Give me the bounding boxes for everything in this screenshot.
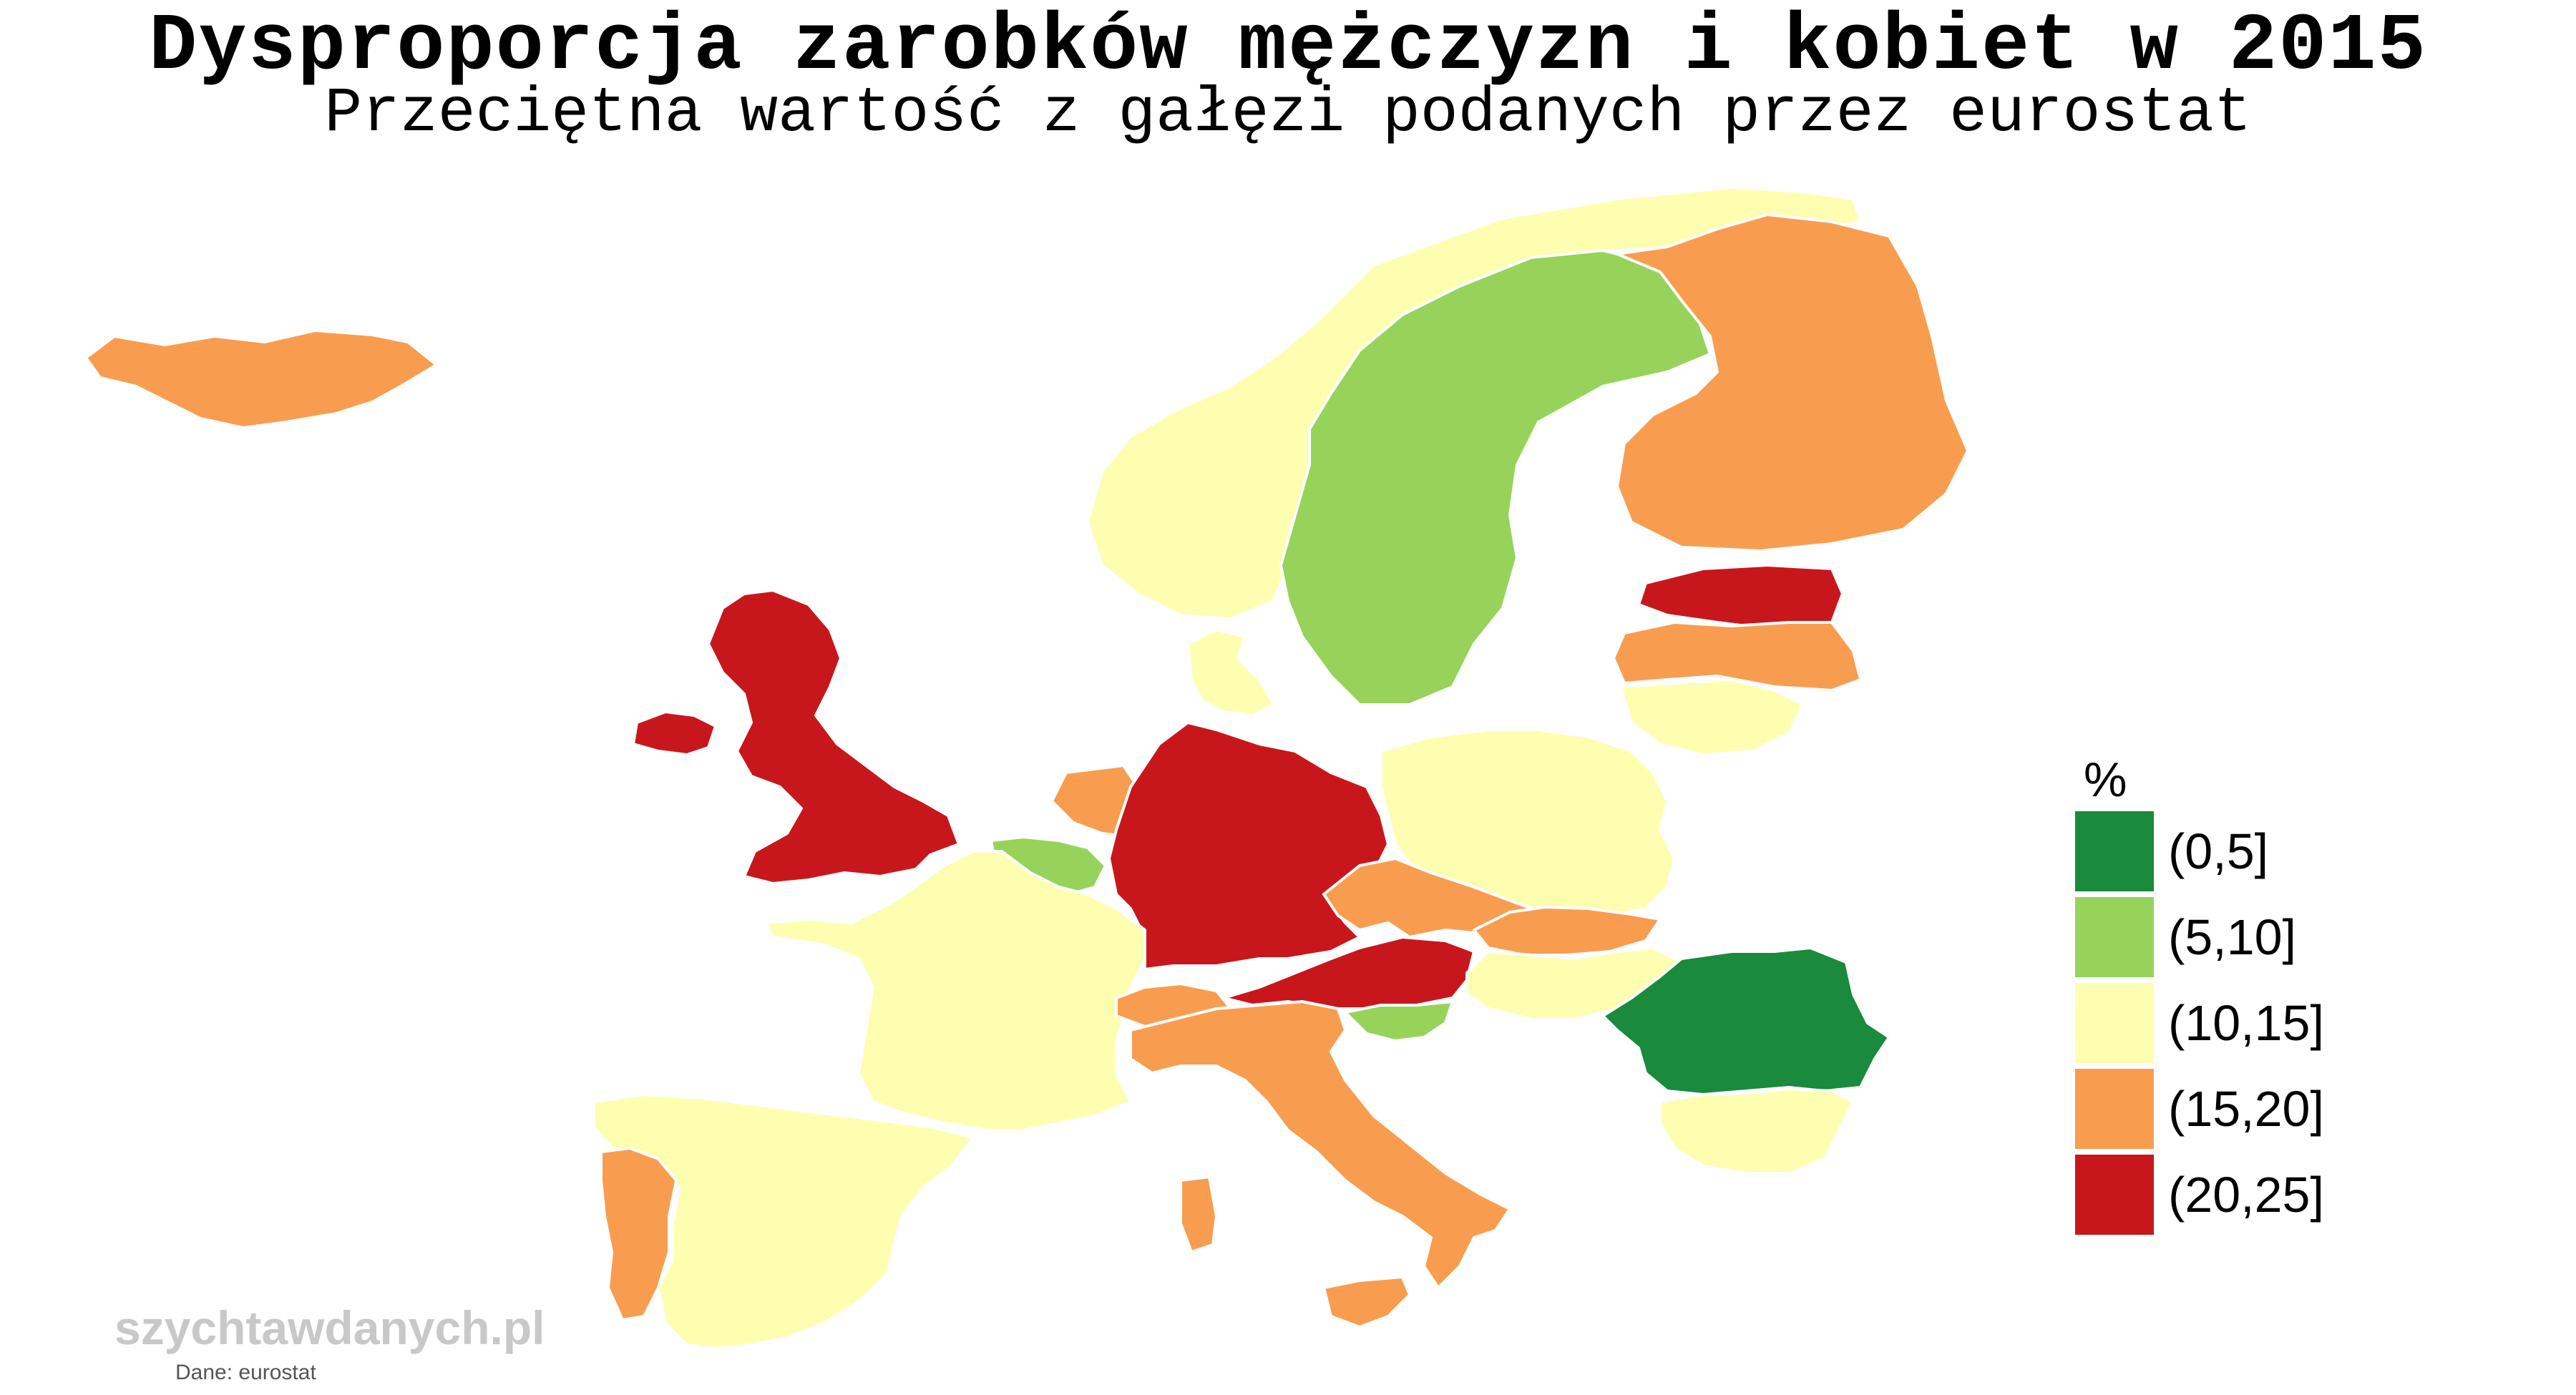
legend-label: (10,15] [2168, 995, 2324, 1051]
country-romania [1601, 946, 1890, 1096]
country-iceland [84, 329, 438, 429]
legend-item: (5,10] [2075, 894, 2324, 980]
country-bulgaria [1659, 1087, 1855, 1175]
legend-item: (15,20] [2075, 1066, 2324, 1152]
legend-swatch [2075, 897, 2154, 977]
watermark: szychtawdanych.pl [114, 1301, 545, 1354]
legend-item: (20,25] [2075, 1152, 2324, 1238]
legend-label: (20,25] [2168, 1167, 2324, 1223]
legend-swatch [2075, 811, 2154, 891]
country-denmark [1186, 628, 1275, 717]
country-united-kingdom [632, 589, 960, 885]
legend-title: % [2084, 753, 2127, 807]
legend-label: (5,10] [2168, 909, 2296, 965]
country-italy [1129, 1000, 1511, 1328]
legend-label: (0,5] [2168, 823, 2269, 879]
country-estonia [1637, 564, 1844, 631]
legend-swatch [2075, 983, 2154, 1063]
map-subtitle: Przeciętna wartość z gałęzi podanych prz… [324, 79, 2252, 150]
legend-label: (15,20] [2168, 1081, 2324, 1137]
legend-item: (10,15] [2075, 980, 2324, 1066]
source-note: Dane: eurostat [175, 1361, 316, 1384]
country-latvia [1612, 621, 1862, 692]
country-lithuania [1619, 678, 1805, 756]
legend-swatch [2075, 1155, 2154, 1235]
country-spain [592, 1093, 975, 1350]
country-france [764, 850, 1146, 1132]
legend-item: (0,5] [2075, 808, 2324, 894]
legend-swatch [2075, 1069, 2154, 1149]
country-germany [1108, 721, 1390, 971]
country-finland [1616, 213, 1969, 552]
legend: % (0,5] (5,10] (10,15] (15,20] (20,25] [2075, 751, 2324, 1238]
country-slovenia [1344, 1000, 1454, 1042]
country-portugal [600, 1147, 678, 1321]
map-title: Dysproporcja zarobków mężczyzn i kobiet … [149, 1, 2427, 92]
